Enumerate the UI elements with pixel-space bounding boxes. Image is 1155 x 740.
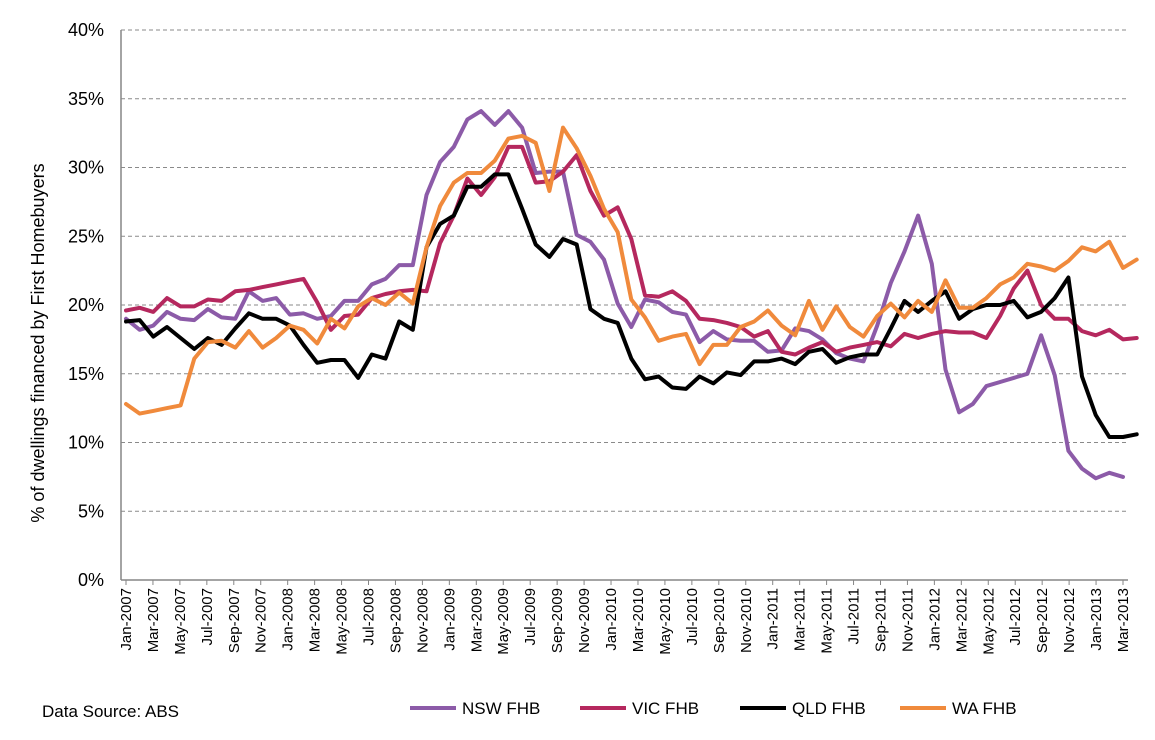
x-tick-label: Nov-2010 [738,588,755,653]
x-tick-label: Sep-2009 [549,588,566,653]
series-line-qld-fhb [124,172,1139,439]
x-tick-label: Jan-2007 [118,588,135,651]
y-tick-label: 20% [68,295,104,315]
series-line-nsw-fhb [124,109,1125,481]
y-tick-label: 35% [68,89,104,109]
x-tick-label: May-2011 [819,588,836,654]
y-axis-label: % of dwellings financed by First Homebuy… [28,163,48,522]
x-tick-label: Sep-2012 [1034,588,1051,653]
x-tick-label: Nov-2011 [899,588,916,652]
x-tick-label: Mar-2011 [792,588,809,651]
y-tick-label: 0% [78,570,104,590]
x-tick-label: Nov-2007 [253,588,270,653]
x-tick-label: May-2009 [495,588,512,655]
legend-label-vic-fhb: VIC FHB [632,699,699,718]
x-tick-label: Jul-2012 [1007,588,1024,646]
series-line-wa-fhb [124,125,1139,416]
x-tick-label: Mar-2009 [468,588,485,652]
y-tick-label: 30% [68,158,104,178]
x-tick-label: Jan-2013 [1088,588,1105,651]
x-tick-label: Jan-2009 [441,588,458,651]
x-tick-label: Nov-2012 [1061,588,1078,653]
data-source-note: Data Source: ABS [42,702,180,721]
x-tick-label: Jul-2011 [846,588,863,644]
x-tick-label: Jan-2010 [603,588,620,651]
x-tick-label: Jul-2010 [684,588,701,646]
x-tick-label: Mar-2007 [145,588,162,652]
x-tick-label: Jul-2009 [522,588,539,646]
legend-label-nsw-fhb: NSW FHB [462,699,540,718]
x-tick-label: Jul-2007 [199,588,216,646]
y-tick-label: 5% [78,501,104,521]
x-tick-label: Mar-2013 [1115,588,1132,652]
x-tick-label: Jan-2012 [926,588,943,651]
x-tick-label: Mar-2010 [630,588,647,652]
legend-label-wa-fhb: WA FHB [952,699,1017,718]
legend-label-qld-fhb: QLD FHB [792,699,866,718]
x-tick-label: Mar-2008 [307,588,324,652]
x-tick-label: Sep-2008 [387,588,404,653]
x-tick-label: Nov-2008 [414,588,431,653]
x-tick-label: Jul-2008 [361,588,378,646]
x-tick-label: May-2007 [172,588,189,655]
x-tick-label: May-2008 [334,588,351,655]
x-tick-label: May-2010 [657,588,674,655]
x-tick-label: Jan-2011 [765,588,782,649]
x-tick-labels: Jan-2007 Mar-2007 May-2007 Jul-2007 Sep-2007… [118,588,1132,655]
y-tick-label: 10% [68,433,104,453]
axis-layer [120,30,1128,585]
x-tick-label: Sep-2011 [872,588,889,652]
y-tick-label: 25% [68,226,104,246]
legend: NSW FHB VIC FHB QLD FHB WA FHB [410,699,1017,718]
x-tick-label: Sep-2010 [711,588,728,653]
x-tick-label: May-2012 [980,588,997,655]
series-layer [124,109,1139,481]
x-tick-label: Jan-2008 [280,588,297,651]
x-tick-label: Mar-2012 [953,588,970,652]
y-tick-label: 40% [68,20,104,40]
x-tick-label: Sep-2007 [226,588,243,653]
series-line-vic-fhb [124,144,1139,357]
y-tick-labels: 0% 5% 10% 15% 20% 25% 30% 35% 40% [68,20,104,590]
x-tick-label: Nov-2009 [576,588,593,653]
y-tick-label: 15% [68,364,104,384]
